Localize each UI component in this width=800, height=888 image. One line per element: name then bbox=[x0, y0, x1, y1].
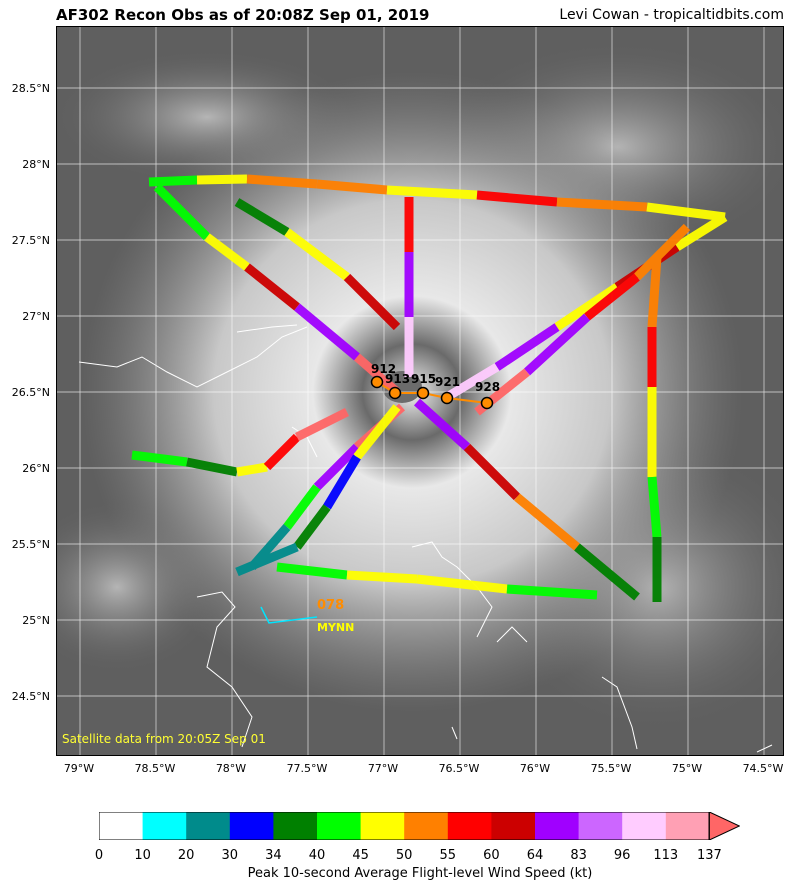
station-track bbox=[260, 606, 318, 624]
satellite-timestamp: Satellite data from 20:05Z Sep 01 bbox=[62, 732, 266, 746]
lat-label: 27.5°N bbox=[11, 234, 50, 247]
pressure-label: 928 bbox=[475, 380, 500, 394]
lon-label: 75°W bbox=[671, 762, 703, 775]
lon-label: 76°W bbox=[519, 762, 551, 775]
lon-label: 77.5°W bbox=[286, 762, 328, 775]
lon-label: 75.5°W bbox=[590, 762, 632, 775]
lat-label: 25.5°N bbox=[11, 538, 50, 551]
satellite-map[interactable]: 078 MYNN 912 913 915 921 928 bbox=[56, 26, 784, 756]
colorbar-swatch bbox=[360, 812, 405, 840]
colorbar-swatch bbox=[99, 812, 144, 840]
colorbar-tick: 83 bbox=[570, 848, 587, 863]
lat-label: 26.5°N bbox=[11, 386, 50, 399]
fix-point bbox=[440, 391, 454, 405]
colorbar-swatch bbox=[535, 812, 580, 840]
lon-label: 78°W bbox=[215, 762, 247, 775]
fix-point bbox=[416, 386, 430, 400]
colorbar-tick: 113 bbox=[653, 848, 679, 863]
colorbar-swatch bbox=[317, 812, 362, 840]
station-code: MYNN bbox=[317, 621, 354, 634]
colorbar-tick: 55 bbox=[439, 848, 457, 863]
station-value: 078 bbox=[317, 598, 344, 613]
colorbar-swatch bbox=[273, 812, 318, 840]
lat-label: 24.5°N bbox=[11, 690, 50, 703]
lat-label: 27°N bbox=[22, 310, 50, 323]
colorbar-tick: 20 bbox=[177, 848, 195, 863]
colorbar-swatch bbox=[578, 812, 623, 840]
colorbar-tick: 45 bbox=[352, 848, 369, 863]
credit-text: Levi Cowan - tropicaltidbits.com bbox=[559, 7, 784, 23]
colorbar-tick: 60 bbox=[483, 848, 500, 863]
center-fix-markers bbox=[370, 375, 494, 410]
colorbar-swatch bbox=[186, 812, 231, 840]
lat-label: 25°N bbox=[22, 614, 50, 627]
colorbar-swatch bbox=[622, 812, 667, 840]
colorbar-tick: 40 bbox=[308, 848, 326, 863]
pressure-label: 913 bbox=[385, 372, 410, 386]
colorbar-tick: 34 bbox=[265, 848, 282, 863]
flight-tracks bbox=[131, 174, 728, 602]
lat-label: 28.5°N bbox=[11, 82, 50, 95]
colorbar-tick: 0 bbox=[94, 848, 104, 863]
colorbar-tick: 30 bbox=[221, 848, 239, 863]
lon-label: 74.5°W bbox=[742, 762, 784, 775]
colorbar-tick: 64 bbox=[526, 848, 544, 863]
wind-speed-colorbar bbox=[99, 812, 740, 840]
fix-point bbox=[480, 396, 494, 410]
colorbar-swatch bbox=[229, 812, 274, 840]
coastlines bbox=[78, 324, 773, 753]
colorbar-swatch bbox=[447, 812, 492, 840]
colorbar-tick: 137 bbox=[696, 848, 722, 863]
colorbar-tick: 50 bbox=[395, 848, 413, 863]
lon-label: 78.5°W bbox=[134, 762, 176, 775]
colorbar-tick: 96 bbox=[613, 848, 631, 863]
colorbar-swatch bbox=[665, 812, 710, 840]
lat-label: 28°N bbox=[22, 158, 50, 171]
lon-label: 79°W bbox=[63, 762, 95, 775]
pressure-label: 921 bbox=[435, 375, 460, 389]
lat-label: 26°N bbox=[22, 462, 50, 475]
colorbar-swatch bbox=[491, 812, 536, 840]
colorbar-extend-arrow bbox=[708, 812, 740, 840]
map-canvas: 078 MYNN 912 913 915 921 928 bbox=[57, 27, 783, 755]
pressure-label: 915 bbox=[411, 372, 436, 386]
pressure-label: 912 bbox=[371, 362, 396, 376]
colorbar-label: Peak 10-second Average Flight-level Wind… bbox=[247, 866, 593, 881]
colorbar-tick: 10 bbox=[134, 848, 151, 863]
colorbar-swatch bbox=[404, 812, 449, 840]
lon-label: 77°W bbox=[367, 762, 399, 775]
colorbar-swatch bbox=[142, 812, 187, 840]
map-title: AF302 Recon Obs as of 20:08Z Sep 01, 201… bbox=[56, 6, 430, 24]
fix-point bbox=[388, 386, 402, 400]
lon-label: 76.5°W bbox=[438, 762, 480, 775]
fix-point bbox=[370, 375, 384, 389]
